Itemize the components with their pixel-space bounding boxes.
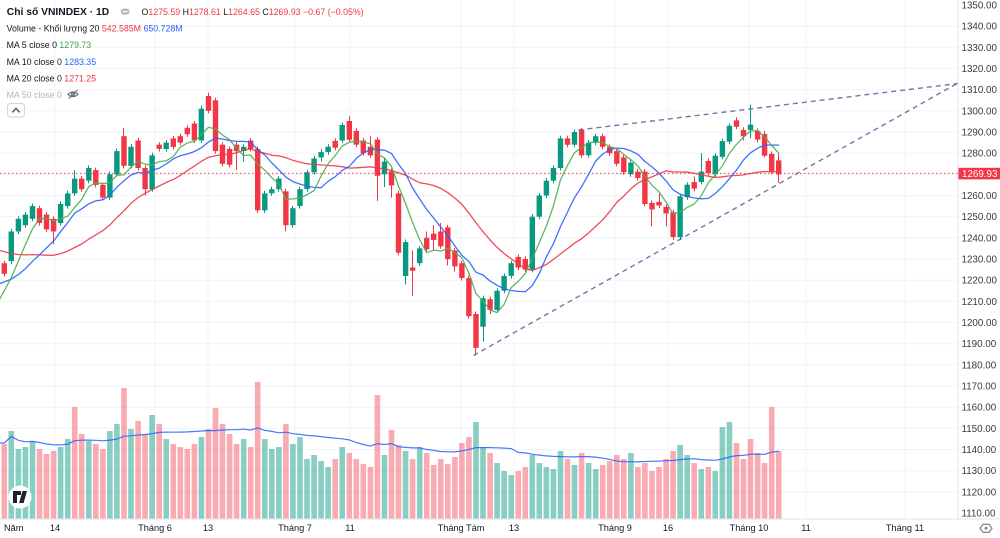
svg-text:Volume - Khối lượng 20 542.58: Volume - Khối lượng 20 542.585M 650.728M [7, 24, 183, 34]
svg-text:16: 16 [663, 523, 673, 533]
svg-text:1130.00: 1130.00 [962, 466, 997, 477]
svg-text:1160.00: 1160.00 [962, 403, 997, 414]
svg-text:1320.00: 1320.00 [962, 64, 998, 75]
svg-text:13: 13 [203, 523, 213, 533]
svg-text:1269.93: 1269.93 [962, 169, 998, 180]
svg-text:Tháng 10: Tháng 10 [730, 523, 769, 533]
svg-text:MA 5 close 0 1279.73: MA 5 close 0 1279.73 [7, 40, 92, 50]
svg-text:Tháng 6: Tháng 6 [138, 523, 172, 533]
svg-text:1210.00: 1210.00 [962, 297, 998, 308]
svg-text:1280.00: 1280.00 [962, 149, 998, 160]
svg-text:1240.00: 1240.00 [962, 233, 998, 244]
svg-text:1300.00: 1300.00 [962, 106, 998, 117]
svg-text:1110.00: 1110.00 [962, 509, 997, 520]
svg-text:1330.00: 1330.00 [962, 43, 998, 54]
svg-text:1310.00: 1310.00 [962, 85, 998, 96]
svg-text:1260.00: 1260.00 [962, 191, 998, 202]
svg-text:1250.00: 1250.00 [962, 212, 998, 223]
svg-text:14: 14 [50, 523, 60, 533]
svg-text:1180.00: 1180.00 [962, 360, 997, 371]
svg-text:Tháng 7: Tháng 7 [278, 523, 312, 533]
svg-text:MA 10 close 0 1283.35: MA 10 close 0 1283.35 [7, 57, 97, 67]
svg-text:1290.00: 1290.00 [962, 128, 998, 139]
svg-text:1200.00: 1200.00 [962, 318, 998, 329]
svg-text:1190.00: 1190.00 [962, 339, 997, 350]
svg-text:1350.00: 1350.00 [962, 1, 998, 12]
svg-text:Năm: Năm [4, 523, 24, 533]
svg-text:1170.00: 1170.00 [962, 382, 997, 393]
svg-text:11: 11 [345, 523, 355, 533]
svg-text:11: 11 [801, 523, 811, 533]
svg-text:MA 50 close 0: MA 50 close 0 [7, 90, 62, 100]
svg-text:Tháng Tám: Tháng Tám [438, 523, 485, 533]
svg-text:1150.00: 1150.00 [962, 424, 997, 435]
svg-text:Tháng 9: Tháng 9 [598, 523, 632, 533]
svg-text:13: 13 [509, 523, 519, 533]
svg-text:O1275.59 H1278.61 L1264.65 C12: O1275.59 H1278.61 L1264.65 C1269.93 −0.6… [142, 7, 364, 17]
svg-text:Chỉ số VNINDEX · 1D: Chỉ số VNINDEX · 1D [7, 6, 109, 18]
svg-text:1220.00: 1220.00 [962, 276, 998, 287]
svg-text:1140.00: 1140.00 [962, 445, 997, 456]
svg-text:MA 20 close 0 1271.25: MA 20 close 0 1271.25 [7, 73, 97, 83]
svg-text:1120.00: 1120.00 [962, 487, 997, 498]
svg-text:1230.00: 1230.00 [962, 255, 998, 266]
svg-text:Tháng 11: Tháng 11 [886, 523, 924, 533]
svg-text:1340.00: 1340.00 [962, 22, 998, 33]
